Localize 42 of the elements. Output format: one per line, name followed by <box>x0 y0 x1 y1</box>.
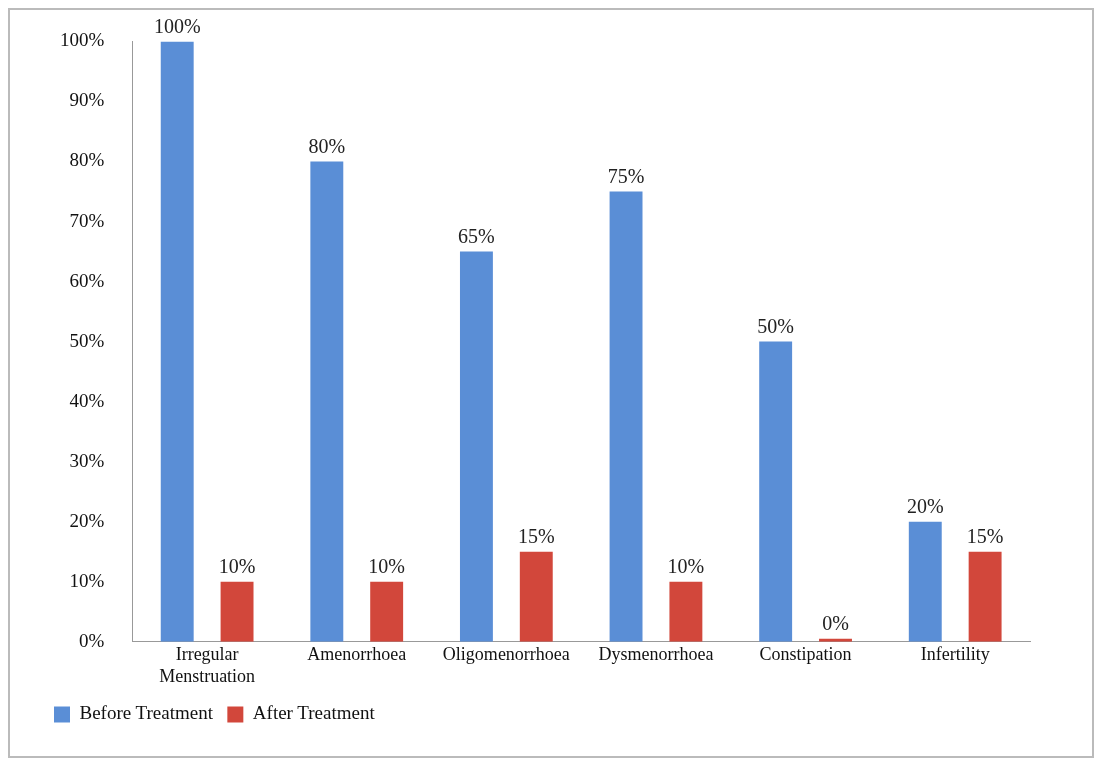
y-tick-label: 100% <box>60 29 105 51</box>
data-label: 20% <box>906 494 944 517</box>
x-tick-label: Dysmenorrhoea <box>598 644 714 665</box>
y-tick-label: 50% <box>69 329 105 351</box>
y-tick-label: 40% <box>69 389 105 411</box>
data-label: 15% <box>966 524 1004 547</box>
y-tick-label: 10% <box>69 569 105 591</box>
legend-label: After Treatment <box>252 702 376 724</box>
bar <box>160 41 194 642</box>
data-label: 80% <box>308 134 346 157</box>
bar <box>220 581 254 642</box>
data-label: 75% <box>607 164 645 187</box>
y-tick-label: 70% <box>69 209 105 231</box>
data-label: 10% <box>218 555 256 578</box>
bar <box>459 251 493 642</box>
bar <box>968 551 1002 642</box>
data-label: 65% <box>458 224 495 247</box>
legend-label: Before Treatment <box>79 702 214 724</box>
data-label: 15% <box>517 524 555 547</box>
x-tick-label: Irregular Menstruation <box>159 644 256 686</box>
x-tick-label: Amenorrhoea <box>307 644 407 665</box>
y-tick-label: 80% <box>69 149 105 171</box>
bar <box>519 551 553 642</box>
data-label: 50% <box>757 314 794 337</box>
bar <box>759 341 793 642</box>
bar <box>609 191 643 642</box>
y-tick-label: 60% <box>69 269 105 291</box>
data-label: 10% <box>667 555 705 578</box>
x-tick-label: Infertility <box>920 644 990 665</box>
bar <box>908 521 942 642</box>
data-label: 10% <box>368 555 405 578</box>
bar <box>310 161 344 642</box>
y-tick-label: 90% <box>69 89 105 111</box>
bar <box>370 581 404 642</box>
data-label: 0% <box>822 612 849 635</box>
y-tick-label: 30% <box>69 449 105 471</box>
x-tick-label: Oligomenorrhoea <box>442 644 570 665</box>
x-tick-label: Constipation <box>759 644 852 665</box>
data-label: 100% <box>153 14 201 37</box>
y-tick-label: 20% <box>69 509 105 531</box>
bar <box>669 581 703 642</box>
y-tick-label: 0% <box>79 629 105 651</box>
